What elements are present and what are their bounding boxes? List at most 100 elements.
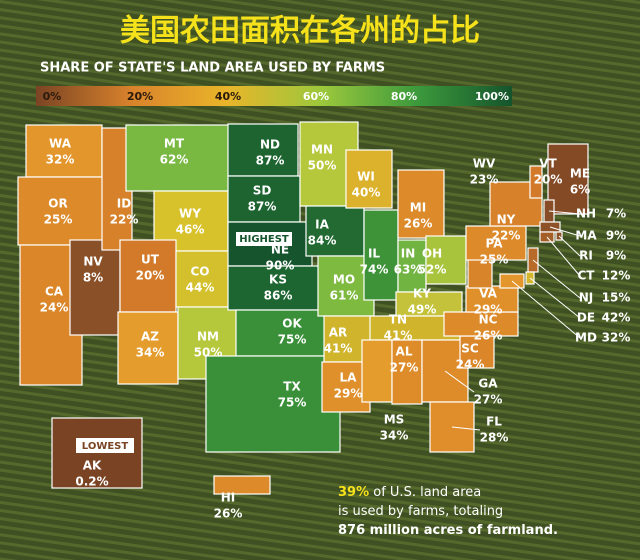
state-value: 86% [264,289,293,303]
lowest-tag: LOWEST [82,441,129,452]
state-value: 15% [602,291,631,305]
state-shape [397,169,445,239]
state-value: 24% [40,301,69,315]
state-abbr: OR [48,197,67,211]
highest-tag-bg [236,232,292,246]
note-text: 39% [338,485,369,500]
state-value: 8% [83,271,103,285]
state-shape [443,311,519,337]
leader-line [451,426,481,431]
state-value: 24% [456,358,485,372]
state-abbr: TN [389,313,407,327]
leader-line [546,236,581,277]
state-value: 41% [324,342,353,356]
state-value: 40% [352,186,381,200]
state-abbr: TX [283,380,301,394]
state-abbr: MI [410,201,426,215]
legend-label: 80% [391,90,417,103]
state-abbr: AZ [141,330,159,344]
state-shape [213,475,271,495]
state-abbr: NV [83,255,103,269]
state-shape [205,355,341,453]
state-shape [467,257,493,289]
note-line: 876 million acres of farmland. [338,523,558,538]
state-value: 27% [474,393,503,407]
state-value: 0.2% [75,475,108,489]
state-abbr: VA [479,287,497,301]
state-abbr: MD [575,331,597,345]
state-value: 49% [408,303,437,317]
legend-label: 100% [475,90,509,103]
state-shape [499,273,525,289]
state-abbr: MO [333,273,355,287]
state-abbr: KY [413,287,431,301]
state-value: 32% [46,153,75,167]
state-abbr: MA [575,229,597,243]
state-abbr: GA [478,377,498,391]
state-value: 61% [330,289,359,303]
state-abbr: NY [497,213,516,227]
state-abbr: WY [179,207,201,221]
state-abbr: OK [282,317,302,331]
state-value: 29% [334,387,363,401]
highest-tag: HIGHEST [239,234,289,245]
state-shape [69,239,121,336]
state-abbr: VT [539,157,557,171]
state-abbr: NC [479,313,498,327]
state-abbr: KS [269,273,287,287]
state-value: 25% [44,213,73,227]
leader-line [529,277,581,319]
state-shape [397,239,427,293]
note-text: is used by farms, totaling [338,504,503,519]
note-line: 39% of U.S. land area [338,485,481,500]
state-value: 41% [384,329,413,343]
state-abbr: SC [461,342,479,356]
state-value: 20% [136,269,165,283]
state-value: 26% [214,507,243,521]
state-abbr: OH [422,247,442,261]
state-value: 52% [418,263,447,277]
state-abbr: ID [117,197,131,211]
state-abbr: IN [401,247,416,261]
state-value: 25% [480,253,509,267]
state-value: 74% [360,263,389,277]
state-shape [425,235,467,285]
lowest-tag-bg [76,438,134,453]
state-value: 7% [606,207,626,221]
state-value: 50% [308,159,337,173]
state-value: 26% [404,217,433,231]
note-text: of U.S. land area [369,485,481,500]
state-abbr: WA [49,137,72,151]
state-value: 29% [474,303,503,317]
state-abbr: MN [311,143,333,157]
state-shape [117,311,179,385]
state-shape [345,149,393,209]
state-abbr: UT [141,253,160,267]
state-abbr: WI [357,170,375,184]
state-abbr: CA [45,285,64,299]
state-shape [465,225,527,261]
state-shape [547,143,589,215]
title: 美国农田面积在各州的占比 [120,14,480,49]
state-value: 6% [570,183,590,197]
state-value: 50% [194,346,223,360]
state-abbr: PA [486,237,504,251]
state-value: 34% [136,346,165,360]
state-abbr: MT [164,137,185,151]
note-line: is used by farms, totaling [338,504,503,519]
state-abbr: IL [368,247,380,261]
state-abbr: MS [384,413,405,427]
state-value: 23% [470,173,499,187]
leader-line [444,370,475,393]
state-value: 44% [186,281,215,295]
legend-label: 0% [43,90,62,103]
state-value: 28% [480,431,509,445]
leader-line [548,210,581,215]
state-abbr: AL [396,345,413,359]
state-value: 26% [474,329,503,343]
state-abbr: NJ [579,291,594,305]
legend-bar [36,86,512,106]
state-value: 87% [256,154,285,168]
leader-line [549,226,581,237]
